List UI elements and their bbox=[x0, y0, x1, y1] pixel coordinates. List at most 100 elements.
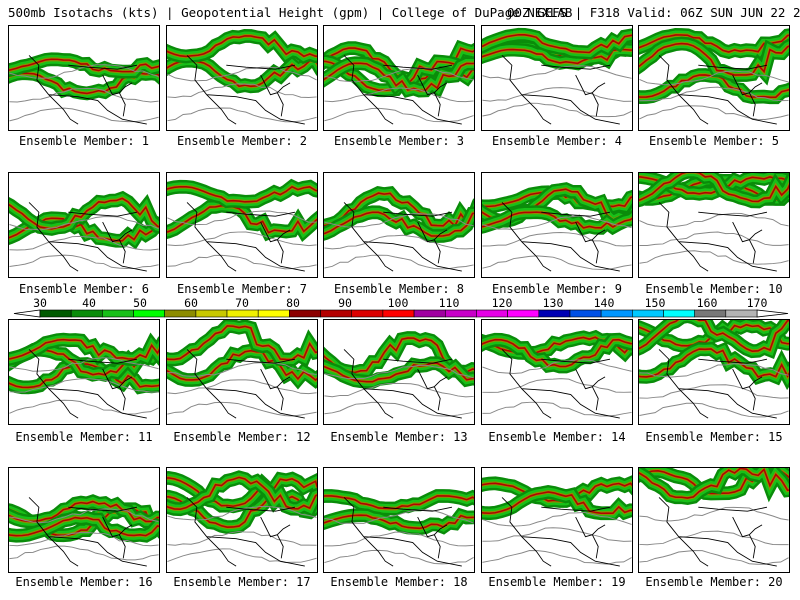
height-contour bbox=[482, 550, 632, 565]
height-contour bbox=[639, 506, 789, 522]
ensemble-panel bbox=[166, 319, 318, 425]
map-title: 500mb Isotachs (kts) | Geopotential Heig… bbox=[8, 5, 573, 20]
ensemble-map bbox=[324, 331, 474, 419]
ensemble-map bbox=[167, 29, 317, 125]
height-contour bbox=[482, 255, 632, 270]
jet-stream-band bbox=[167, 204, 317, 234]
jet-stream-band bbox=[639, 320, 789, 352]
ensemble-member-label: Ensemble Member: 4 bbox=[491, 134, 623, 148]
ensemble-panel bbox=[8, 467, 160, 573]
height-contour bbox=[639, 530, 789, 546]
height-contour bbox=[9, 399, 159, 415]
colorbar-swatch bbox=[133, 309, 166, 318]
colorbar-tick-label: 70 bbox=[235, 296, 249, 310]
colorbar-swatch bbox=[39, 309, 72, 318]
coastline bbox=[28, 349, 147, 419]
jet-stream-band bbox=[324, 514, 474, 530]
ensemble-panel bbox=[481, 25, 633, 131]
ensemble-panel bbox=[481, 319, 633, 425]
ensemble-member-label: Ensemble Member: 18 bbox=[330, 575, 468, 589]
height-contour bbox=[167, 231, 317, 247]
height-contour bbox=[9, 87, 159, 103]
ensemble-map bbox=[324, 185, 474, 272]
height-contour bbox=[324, 531, 474, 547]
colorbar-swatch bbox=[663, 309, 696, 318]
ensemble-map bbox=[9, 52, 159, 125]
ensemble-panel bbox=[323, 172, 475, 278]
colorbar-swatch bbox=[694, 309, 727, 318]
ensemble-panel bbox=[638, 172, 790, 278]
ensemble-member-label: Ensemble Member: 17 bbox=[173, 575, 311, 589]
jet-stream-band bbox=[167, 477, 317, 508]
height-contour bbox=[9, 107, 159, 123]
height-contour bbox=[639, 231, 789, 246]
height-contour bbox=[324, 364, 474, 380]
height-contour bbox=[482, 102, 632, 118]
height-contour bbox=[9, 357, 159, 372]
colorbar-tick-label: 130 bbox=[542, 296, 564, 310]
height-contour bbox=[167, 83, 317, 99]
jet-stream-band bbox=[324, 192, 474, 228]
colorbar-right-arrow bbox=[756, 309, 789, 318]
jet-stream-band bbox=[482, 338, 632, 368]
coastline bbox=[658, 202, 777, 272]
ensemble-member-label: Ensemble Member: 3 bbox=[333, 134, 465, 148]
coastline bbox=[186, 55, 305, 125]
colorbar-swatch bbox=[351, 309, 384, 318]
height-contour bbox=[482, 401, 632, 417]
colorbar-swatch bbox=[538, 309, 571, 318]
ensemble-panel bbox=[638, 467, 790, 573]
ensemble-map bbox=[482, 27, 632, 125]
ensemble-map bbox=[167, 470, 317, 567]
ensemble-map bbox=[639, 468, 789, 567]
coastline bbox=[343, 349, 462, 419]
ensemble-member-label: Ensemble Member: 16 bbox=[15, 575, 153, 589]
height-contour bbox=[167, 66, 317, 82]
ensemble-map bbox=[324, 39, 474, 125]
height-contour bbox=[324, 234, 474, 250]
height-contour bbox=[324, 107, 474, 123]
colorbar-tick-label: 30 bbox=[33, 296, 47, 310]
height-contour bbox=[482, 527, 632, 542]
coastline bbox=[186, 349, 305, 419]
ensemble-panel bbox=[323, 467, 475, 573]
ensemble-map bbox=[639, 320, 789, 419]
jet-stream-band bbox=[482, 33, 632, 54]
jet-stream-band bbox=[9, 58, 159, 73]
colorbar-swatch bbox=[725, 309, 758, 318]
ensemble-panel bbox=[323, 319, 475, 425]
height-contour bbox=[324, 382, 474, 398]
height-contour bbox=[9, 531, 159, 547]
isotach-colorbar: 30 40 50 60 70 80 90 100 110 120 130 140 150 160 170 bbox=[0, 296, 800, 320]
ensemble-panel bbox=[481, 172, 633, 278]
coastline bbox=[501, 55, 620, 125]
height-contour bbox=[482, 215, 632, 231]
height-contour bbox=[639, 86, 789, 102]
height-contour bbox=[167, 401, 317, 417]
coastline bbox=[658, 55, 777, 125]
colorbar-swatch bbox=[600, 309, 633, 318]
jet-stream-band bbox=[167, 35, 317, 58]
jet-stream-band bbox=[324, 62, 474, 92]
ensemble-map bbox=[639, 28, 789, 125]
height-contour bbox=[9, 64, 159, 79]
height-contour bbox=[9, 235, 159, 251]
ensemble-map bbox=[482, 329, 632, 419]
height-contour bbox=[639, 550, 789, 565]
ensemble-member-label: Ensemble Member: 9 bbox=[491, 282, 623, 296]
height-contour bbox=[9, 215, 159, 231]
colorbar-swatch bbox=[195, 309, 228, 318]
height-contour bbox=[482, 231, 632, 247]
coastline bbox=[658, 349, 777, 419]
coastline bbox=[343, 55, 462, 125]
jet-stream-band bbox=[482, 48, 632, 65]
colorbar-tick-label: 150 bbox=[644, 296, 666, 310]
colorbar-swatch bbox=[382, 309, 415, 318]
height-contour bbox=[482, 378, 632, 393]
ensemble-panel bbox=[8, 172, 160, 278]
colorbar-swatch bbox=[413, 309, 446, 318]
colorbar-swatch bbox=[257, 309, 290, 318]
run-info: 00Z GEFS | F318 Valid: 06Z SUN JUN 22 20… bbox=[507, 5, 800, 20]
height-contour bbox=[9, 508, 159, 524]
ensemble-member-label: Ensemble Member: 14 bbox=[488, 430, 626, 444]
